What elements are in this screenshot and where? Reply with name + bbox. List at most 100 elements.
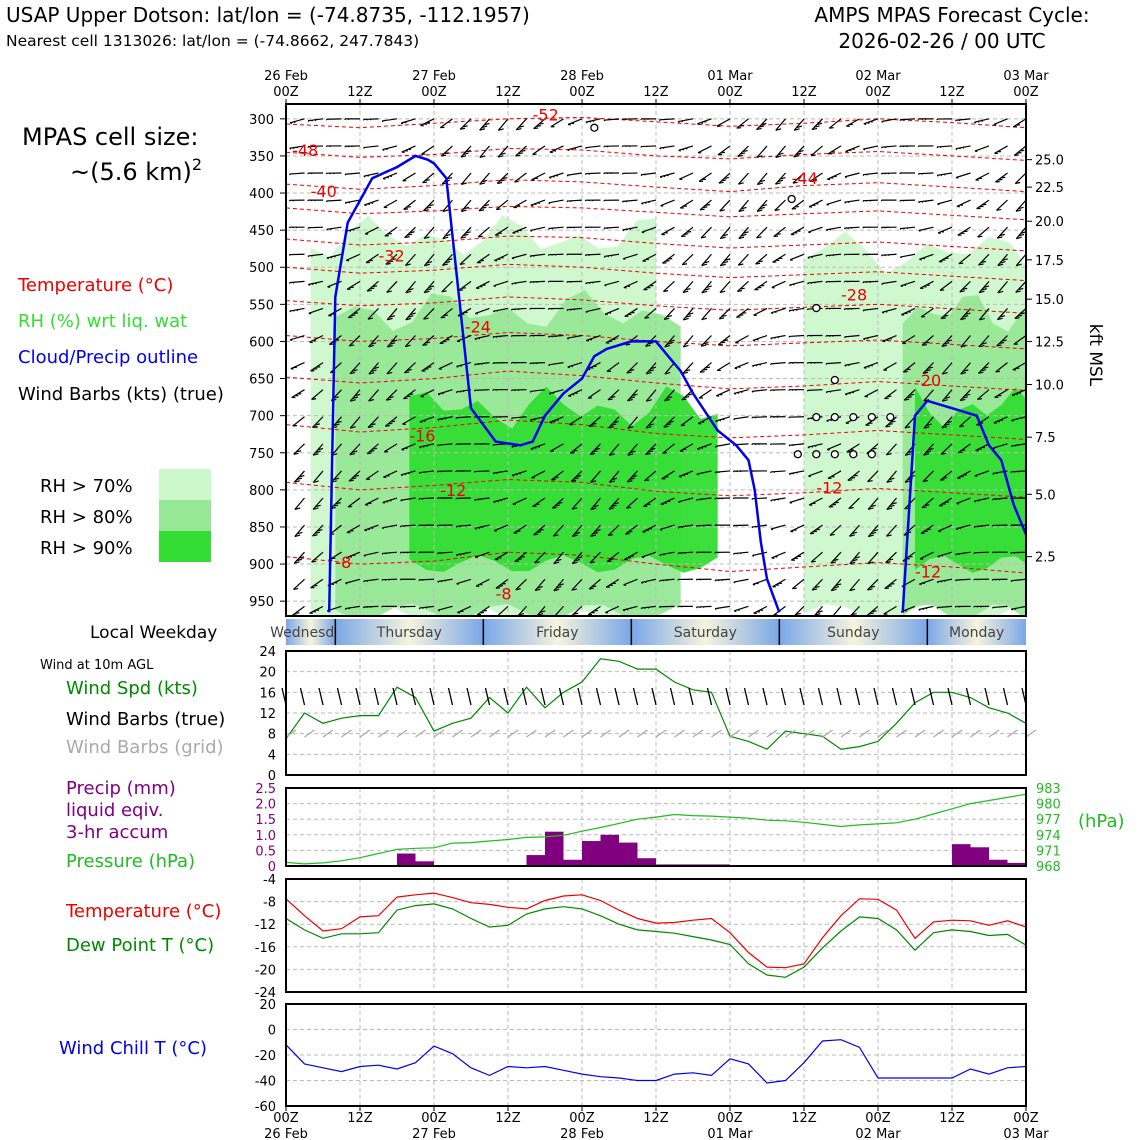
weekday-label: Thursday (376, 625, 442, 641)
wind-barb (286, 606, 287, 608)
wind-barb (996, 199, 1008, 211)
wind-barb-shaft (791, 578, 805, 590)
wind-barb (460, 145, 472, 158)
wind-barb-flag (662, 579, 665, 582)
wind-barb (680, 226, 694, 238)
wind-barb-flag (592, 531, 599, 535)
wind-barb-flag (699, 498, 702, 501)
wind-barb (534, 551, 546, 564)
precip-bar (397, 853, 416, 866)
wind-barb-flag (641, 231, 645, 234)
wind-barb-flag (973, 526, 976, 529)
wind-barb-flag (862, 174, 865, 177)
wind-barb-flag (492, 336, 495, 339)
wind-barb-flag (629, 396, 636, 399)
wind-barb-flag (779, 177, 786, 180)
wind-barb-shaft (791, 199, 805, 210)
surface-wind-barb-grid (378, 729, 389, 738)
wind-barb-shaft (1011, 578, 1026, 582)
wind-barb-flag (281, 503, 286, 504)
wind-barb-flag (294, 507, 301, 511)
wind-barb-flag (276, 535, 281, 536)
surface-wind-barb-true (632, 687, 639, 706)
temperature-isoline (286, 179, 1026, 193)
wind-barb-shaft (808, 226, 823, 233)
wind-barb (899, 199, 916, 202)
wind-barb-flag (349, 453, 356, 456)
wind-barb (881, 307, 897, 314)
temperature-label: -48 (292, 141, 318, 160)
wind-barb-flag (442, 209, 449, 213)
wind-barb (286, 118, 287, 120)
wind-barb-flag (622, 201, 624, 203)
wind-barb (714, 551, 731, 554)
wind-barb (679, 172, 694, 181)
wind-barb (660, 497, 675, 506)
wind-barb-flag (807, 282, 809, 285)
surface-wind-barb-true (799, 687, 805, 706)
surface-wind-barb-grid (489, 729, 500, 738)
wind-barb-flag (477, 498, 480, 501)
wind-barb-flag (388, 396, 394, 399)
wind-barb-flag (696, 499, 698, 502)
wind-barb-flag (312, 534, 318, 537)
wind-barb-flag (385, 500, 389, 503)
wind-barb (941, 362, 953, 375)
wind-barb-flag (422, 181, 428, 184)
wind-barb-flag (807, 418, 809, 420)
wind-barb-shaft (513, 524, 527, 534)
wind-barb (862, 253, 879, 256)
wind-barb (753, 307, 768, 317)
wind-barb-shaft (383, 199, 398, 208)
wind-barb-flag (404, 371, 410, 374)
wind-barb-flag (548, 228, 550, 230)
wind-barb-flag (906, 396, 912, 399)
wind-barb (677, 578, 694, 581)
wind-barb-flag (367, 452, 372, 455)
wind-barb-flag (977, 120, 980, 123)
wind-barb-flag (492, 472, 495, 475)
wind-barb-flag (641, 556, 645, 559)
pressure-tick-label: 500 (249, 261, 274, 276)
wind-barb-flag (647, 606, 650, 609)
icing-circle (830, 412, 839, 422)
wind-barb (844, 334, 860, 339)
wind-barb-shaft (585, 307, 601, 313)
wind-barb (698, 389, 712, 399)
wind-barb (624, 551, 638, 561)
bottom-hour-label: 00Z (273, 1111, 299, 1126)
surface-wind-barb-grid (877, 729, 889, 738)
wind-barb-shaft (734, 362, 749, 369)
weekday-band (779, 619, 928, 645)
surface-wind-barb-true (651, 687, 657, 706)
wind-barb-shaft (863, 145, 879, 150)
top-hour-label: 00Z (865, 85, 891, 100)
wind-barb-shaft (364, 226, 379, 235)
wind-barb-flag (354, 393, 361, 397)
wind-barb-shaft (310, 578, 324, 589)
wind-barb (553, 551, 564, 565)
wind-barb (479, 172, 490, 185)
wind-barb-flag (702, 206, 708, 209)
legend-rh80-swatch (159, 500, 211, 531)
wind-barb-flag (647, 342, 654, 345)
wind-barb-shaft (867, 551, 879, 564)
wind-barb (903, 389, 916, 401)
wind-barb-shaft (996, 226, 1008, 239)
wind-barb (530, 443, 546, 451)
wind-barb-flag (923, 453, 930, 456)
wind-barb-flag (980, 369, 987, 372)
wind-barb-shaft (940, 443, 953, 455)
wind-barb (844, 362, 860, 367)
wind-barb-flag (423, 209, 429, 212)
wind-barb-shaft (567, 172, 583, 176)
wind-barb-flag (386, 371, 393, 375)
wind-barb-flag (755, 338, 759, 341)
wind-barb-flag (386, 398, 392, 401)
wind-barb (714, 524, 731, 527)
wind-barb-shaft (289, 172, 305, 175)
wind-barb (843, 280, 860, 283)
wind-barb (512, 497, 527, 506)
wind-barb-shaft (290, 362, 305, 370)
